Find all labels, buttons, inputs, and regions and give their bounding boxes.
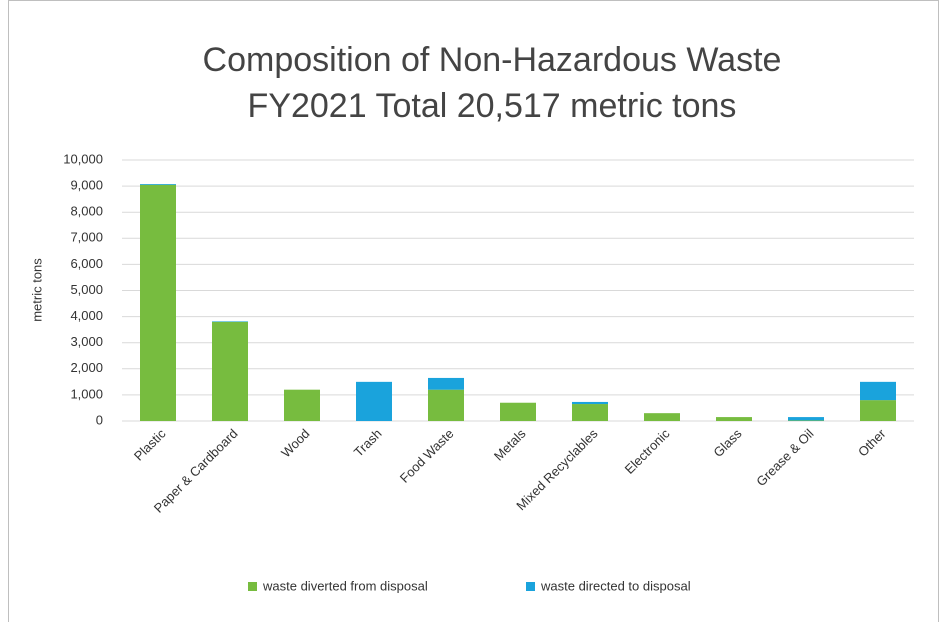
- y-tick-label: 0: [96, 412, 103, 427]
- y-axis-label: metric tons: [29, 258, 44, 322]
- y-tick-label: 6,000: [70, 256, 103, 271]
- y-tick-label: 5,000: [70, 282, 103, 297]
- x-tick-label: Grease & Oil: [753, 426, 816, 489]
- y-tick-label: 3,000: [70, 334, 103, 349]
- bar-segment: [212, 321, 248, 322]
- y-tick-label: 7,000: [70, 230, 103, 245]
- x-tick-label: Other: [855, 425, 889, 459]
- x-tick-label: Wood: [278, 426, 312, 460]
- frame: [8, 0, 939, 622]
- bar-segment: [572, 404, 608, 421]
- chart-title: Composition of Non-Hazardous Waste: [203, 41, 782, 79]
- y-tick-label: 1,000: [70, 386, 103, 401]
- x-tick-label: Trash: [351, 426, 385, 460]
- bar-segment: [788, 417, 824, 421]
- bar-segment: [572, 401, 608, 405]
- x-tick-label: Metals: [491, 426, 529, 464]
- bar-segment: [860, 381, 896, 401]
- x-tick-label: Electronic: [622, 426, 673, 477]
- y-tick-label: 10,000: [63, 151, 103, 166]
- bar-segment: [212, 321, 248, 421]
- bar-segment: [356, 381, 392, 421]
- bar-segment: [428, 389, 464, 421]
- bar-segment: [788, 420, 824, 421]
- bar-segment: [716, 417, 752, 421]
- x-tick-label: Food Waste: [397, 426, 457, 486]
- legend-swatch: [248, 582, 257, 591]
- y-tick-label: 8,000: [70, 204, 103, 219]
- x-tick-label: Plastic: [131, 426, 169, 464]
- x-tick-label: Glass: [710, 426, 744, 460]
- bar-segment: [140, 184, 176, 185]
- y-tick-label: 9,000: [70, 178, 103, 193]
- bar-segment: [500, 402, 536, 421]
- y-tick-label: 2,000: [70, 360, 103, 375]
- bar-segment: [284, 389, 320, 421]
- chart-subtitle: FY2021 Total 20,517 metric tons: [248, 87, 737, 125]
- y-tick-label: 4,000: [70, 308, 103, 323]
- legend-label: waste diverted from disposal: [262, 578, 428, 593]
- bar-segment: [860, 400, 896, 421]
- bar-segment: [428, 377, 464, 390]
- legend-label: waste directed to disposal: [540, 578, 691, 593]
- legend-swatch: [526, 582, 535, 591]
- x-tick-label: Mixed Recyclables: [513, 426, 601, 514]
- bar-segment: [140, 184, 176, 421]
- bar-segment: [644, 413, 680, 421]
